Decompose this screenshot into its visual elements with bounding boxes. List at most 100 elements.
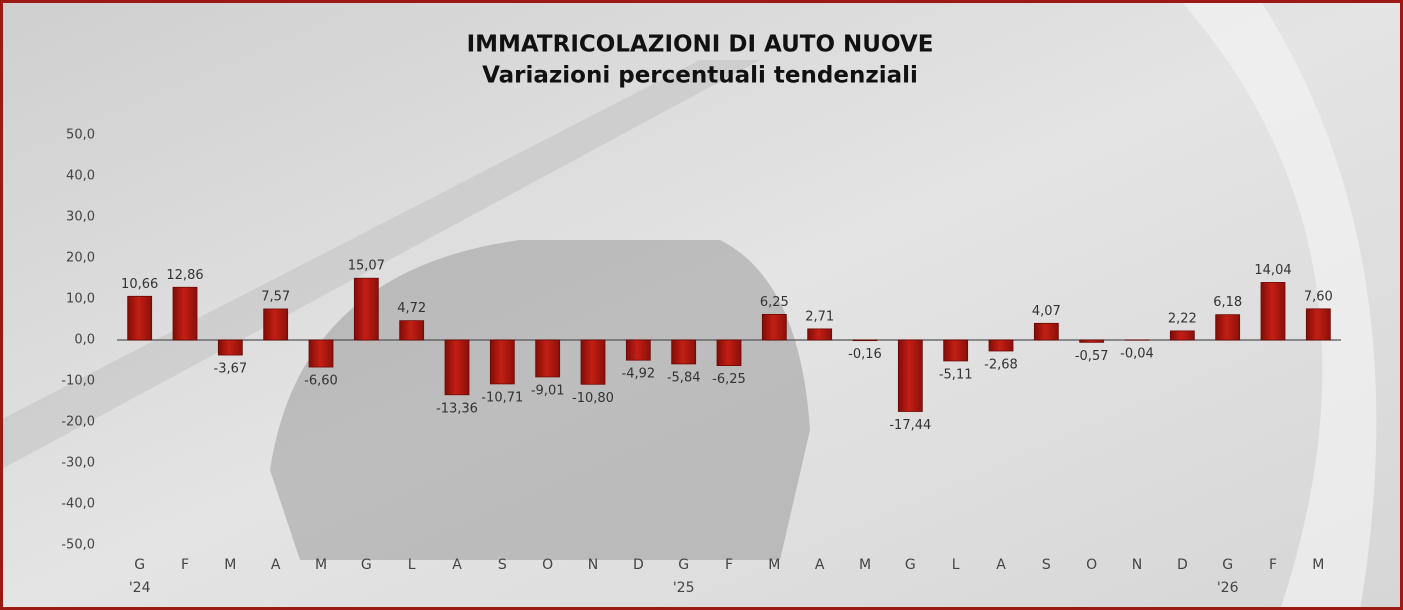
- x-tick-label: D: [1177, 557, 1188, 573]
- y-tick-label: -10,0: [61, 374, 95, 389]
- x-tick-label: O: [1086, 557, 1097, 573]
- value-label: 4,72: [397, 301, 426, 316]
- x-tick-label: G: [678, 557, 689, 573]
- x-tick-label: M: [768, 557, 780, 573]
- bar: [353, 277, 379, 341]
- bar: [625, 339, 651, 361]
- x-tick-label: A: [815, 557, 825, 573]
- bar: [1079, 339, 1105, 343]
- x-tick-label: G: [1222, 557, 1233, 573]
- bar: [172, 286, 198, 341]
- x-tick-label: L: [952, 557, 960, 573]
- bar: [127, 295, 153, 341]
- x-tick-label: S: [498, 557, 507, 573]
- bar: [897, 339, 923, 412]
- value-label: 15,07: [348, 259, 385, 274]
- value-label: 7,60: [1304, 289, 1333, 304]
- bar: [1033, 322, 1059, 341]
- bar: [1215, 314, 1241, 341]
- bar: [988, 339, 1014, 352]
- bar: [399, 320, 425, 341]
- bar: [580, 339, 606, 385]
- value-label: 12,86: [166, 268, 203, 283]
- x-tick-label: O: [542, 557, 553, 573]
- x-year-label: '25: [673, 580, 695, 596]
- value-label: -9,01: [531, 383, 565, 398]
- value-label: 14,04: [1254, 263, 1291, 278]
- value-label: 7,57: [261, 289, 290, 304]
- x-tick-label: M: [1312, 557, 1324, 573]
- y-tick-label: 40,0: [66, 169, 95, 184]
- x-tick-label: A: [452, 557, 462, 573]
- x-tick-label: G: [905, 557, 916, 573]
- value-label: -5,11: [939, 367, 973, 382]
- x-tick-label: N: [1132, 557, 1142, 573]
- x-tick-label: F: [725, 557, 733, 573]
- value-label: -0,57: [1075, 349, 1109, 364]
- value-label: -0,04: [1120, 347, 1154, 362]
- value-label: 6,25: [760, 295, 789, 310]
- y-tick-label: -50,0: [61, 538, 95, 553]
- x-year-label: '26: [1217, 580, 1239, 596]
- value-label: -10,80: [572, 391, 614, 406]
- bar: [263, 308, 289, 341]
- x-tick-label: G: [134, 557, 145, 573]
- bar: [761, 313, 787, 341]
- bar: [535, 339, 561, 378]
- bar: [852, 339, 878, 342]
- x-tick-label: L: [408, 557, 416, 573]
- bar: [1305, 308, 1331, 341]
- bar: [308, 339, 334, 368]
- value-label: 2,71: [805, 309, 834, 324]
- value-label: 4,07: [1032, 304, 1061, 319]
- bar: [444, 339, 470, 396]
- y-tick-label: -40,0: [61, 497, 95, 512]
- value-label: -6,60: [304, 374, 338, 389]
- y-tick-label: -20,0: [61, 415, 95, 430]
- value-label: -10,71: [481, 390, 523, 405]
- x-tick-label: M: [315, 557, 327, 573]
- x-tick-label: D: [633, 557, 644, 573]
- value-label: -0,16: [848, 347, 882, 362]
- value-label: -6,25: [712, 372, 746, 387]
- chart-subtitle: Variazioni percentuali tendenziali: [482, 63, 918, 89]
- x-tick-label: M: [224, 557, 236, 573]
- y-tick-label: 20,0: [66, 251, 95, 266]
- x-tick-label: G: [361, 557, 372, 573]
- bar: [943, 339, 969, 362]
- value-label: 2,22: [1168, 311, 1197, 326]
- y-tick-label: 50,0: [66, 128, 95, 143]
- bar: [1260, 282, 1286, 341]
- value-label: 6,18: [1213, 295, 1242, 310]
- value-label: -5,84: [667, 370, 701, 385]
- x-year-label: '24: [129, 580, 151, 596]
- road-decor: [1180, 0, 1377, 610]
- value-label: 10,66: [121, 277, 158, 292]
- bar: [489, 339, 515, 385]
- value-label: -3,67: [214, 362, 248, 377]
- bar: [671, 339, 697, 365]
- y-tick-label: 10,0: [66, 292, 95, 307]
- x-tick-label: N: [588, 557, 598, 573]
- x-tick-label: F: [1269, 557, 1277, 573]
- x-tick-label: M: [859, 557, 871, 573]
- car-decor: [270, 240, 810, 560]
- bar: [1169, 330, 1195, 341]
- bar: [217, 339, 243, 356]
- x-tick-label: S: [1042, 557, 1051, 573]
- y-tick-label: 30,0: [66, 210, 95, 225]
- x-tick-label: A: [996, 557, 1006, 573]
- value-label: -2,68: [984, 357, 1018, 372]
- x-tick-label: A: [271, 557, 281, 573]
- x-tick-label: F: [181, 557, 189, 573]
- bar: [716, 339, 742, 367]
- value-label: -17,44: [889, 418, 931, 433]
- bar: [807, 328, 833, 341]
- chart-title: IMMATRICOLAZIONI DI AUTO NUOVE: [467, 32, 934, 58]
- y-tick-label: -30,0: [61, 456, 95, 471]
- road-decor: [0, 60, 760, 470]
- value-label: -13,36: [436, 401, 478, 416]
- y-tick-label: 0,0: [74, 333, 95, 348]
